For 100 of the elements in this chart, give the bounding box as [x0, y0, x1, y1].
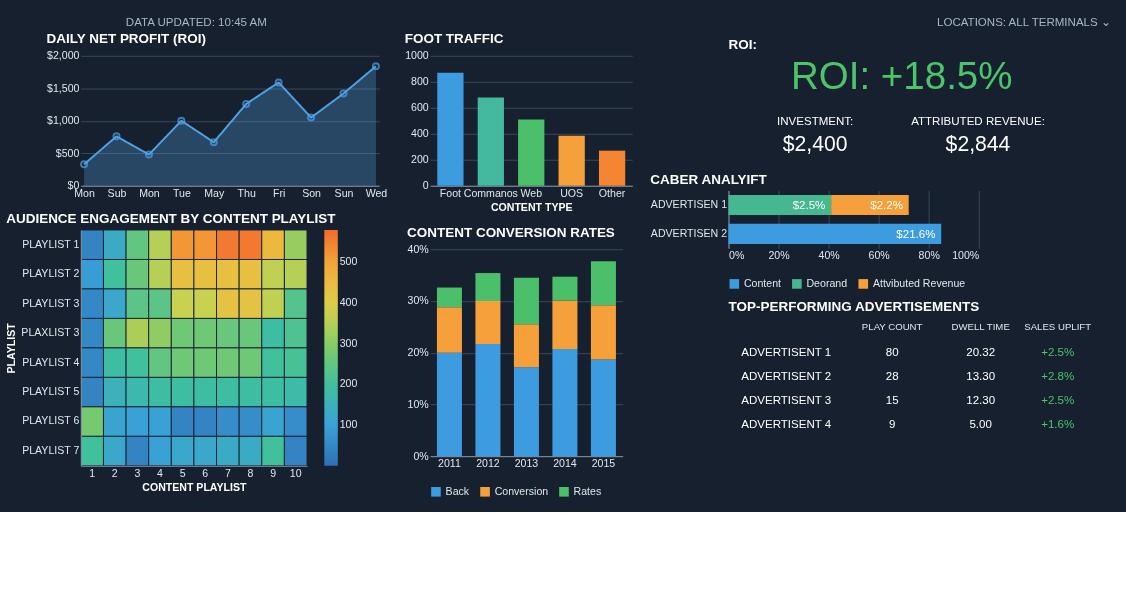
text: +2.5%	[1041, 394, 1075, 407]
bar	[590, 359, 616, 457]
bar	[436, 307, 462, 353]
bar	[518, 119, 545, 186]
bar	[437, 72, 464, 186]
y-tick-label: $1,500	[47, 81, 80, 94]
x-tick-label: 60%	[868, 249, 891, 262]
x-tick-label: 5	[179, 466, 186, 479]
x-tick-label: 9	[270, 466, 277, 479]
text: +2.8%	[1041, 370, 1075, 383]
x-tick-label: 1	[89, 466, 96, 479]
x-tick-label: 7	[224, 466, 231, 479]
bar	[436, 287, 462, 308]
x-axis-title: CONTENT PLAYLIST	[142, 481, 248, 494]
y-tick-label: PLAXLIST 3	[21, 326, 80, 339]
bar	[475, 300, 501, 344]
y-tick-label: PLAYLIST 4	[22, 355, 80, 368]
x-tick-label: Tue	[172, 186, 191, 199]
y-tick-label: ADVERTISEN 1	[650, 197, 728, 210]
text: ADVERTISENT 2	[741, 370, 832, 383]
text: +1.6%	[1041, 418, 1075, 431]
bar	[552, 300, 578, 350]
x-tick-label: 3	[134, 466, 141, 479]
x-tick-label: 2012	[476, 457, 500, 470]
y-tick-label: PLAYLIST 3	[22, 296, 80, 309]
y-tick-label: PLAYLIST 5	[22, 385, 80, 398]
legend-label: Deorand	[806, 276, 848, 289]
text: $2,400	[782, 132, 848, 156]
bar	[475, 273, 501, 301]
text: $2,844	[945, 132, 1011, 156]
annotation: $2.5%	[792, 198, 826, 211]
text: ATTRIBUTED REVENUE:	[911, 115, 1045, 128]
bar	[598, 150, 626, 186]
x-tick-label: 2011	[438, 457, 461, 470]
bar	[552, 276, 578, 301]
point	[371, 62, 380, 71]
point	[274, 78, 283, 87]
text: LOCATIONS: ALL TERMINALS ⌄	[937, 15, 1111, 28]
x-tick-label: 2013	[514, 457, 539, 470]
chart-title: AUDIENCE ENGAGEMENT BY CONTENT PLAYLIST	[6, 210, 337, 226]
y-tick-label: 400	[411, 127, 429, 140]
x-tick-label: UOS	[560, 186, 584, 199]
x-tick-label: 80%	[918, 249, 941, 262]
text: DATA UPDATED: 10:45 AM	[125, 15, 267, 28]
text: ADVERTISENT 3	[741, 394, 832, 407]
x-tick-label: 2	[111, 466, 118, 479]
y-tick-label: 0%	[413, 449, 430, 462]
bar	[590, 261, 616, 306]
text: 12.30	[966, 394, 996, 407]
x-tick-label: 10	[289, 466, 302, 479]
color-bar-label: 400	[339, 296, 358, 309]
y-tick-label: $500	[55, 146, 80, 159]
annotation: $21.6%	[896, 227, 936, 240]
y-tick-label: $2,000	[47, 49, 80, 62]
point	[177, 116, 186, 125]
chart-title: CONTENT CONVERSION RATES	[407, 224, 615, 240]
point	[144, 150, 153, 159]
x-tick-label: Sub	[107, 186, 127, 199]
y-axis-title: PLAYLIST	[5, 322, 18, 374]
bar	[552, 349, 578, 457]
legend-label: Attvibuted Revenue	[872, 276, 966, 289]
point	[209, 138, 218, 147]
color-bar-label: 500	[339, 255, 358, 268]
x-tick-label: 0%	[729, 249, 745, 262]
x-tick-label: 4	[157, 466, 164, 479]
text: 13.30	[966, 370, 996, 383]
y-tick-label: PLAYLIST 7	[22, 443, 80, 456]
x-tick-label: Web	[520, 186, 543, 199]
point	[112, 132, 121, 141]
y-tick-label: 800	[411, 75, 429, 88]
x-tick-label: Foot	[439, 186, 462, 199]
text: ROI:	[728, 37, 757, 53]
x-tick-label: Other	[598, 186, 626, 199]
chart-title: DAILY NET PROFIT (ROI)	[46, 31, 206, 47]
point	[307, 113, 316, 122]
color-bar-label: 100	[339, 418, 358, 431]
y-tick-label: 600	[411, 101, 429, 114]
text: 15	[885, 394, 899, 407]
legend-label: Content	[743, 276, 782, 289]
x-tick-label: Son	[302, 186, 322, 199]
y-tick-label: PLAYLIST 2	[22, 267, 80, 280]
point	[242, 99, 251, 108]
point	[80, 160, 89, 169]
y-tick-label: 10%	[407, 397, 430, 410]
text: 80	[885, 346, 899, 359]
legend-label: Conversion	[494, 484, 549, 497]
y-tick-label: PLAYLIST 6	[22, 414, 80, 427]
text: +2.5%	[1041, 346, 1075, 359]
text: 5.00	[969, 418, 992, 431]
legend-label: Back	[445, 484, 470, 497]
x-tick-label: Thu	[237, 186, 256, 199]
text: ROI: +18.5%	[791, 53, 1013, 97]
y-tick-label: 0	[422, 179, 429, 192]
x-tick-label: Sun	[334, 186, 354, 199]
text: SALES UPLIFT	[1024, 321, 1092, 333]
x-tick-label: Commanos	[463, 186, 518, 199]
y-tick-label: ADVERTISEN 2	[650, 226, 728, 239]
text: 9	[888, 418, 896, 431]
x-axis-title: CONTENT TYPE	[490, 201, 573, 214]
y-tick-label: 30%	[407, 294, 430, 307]
